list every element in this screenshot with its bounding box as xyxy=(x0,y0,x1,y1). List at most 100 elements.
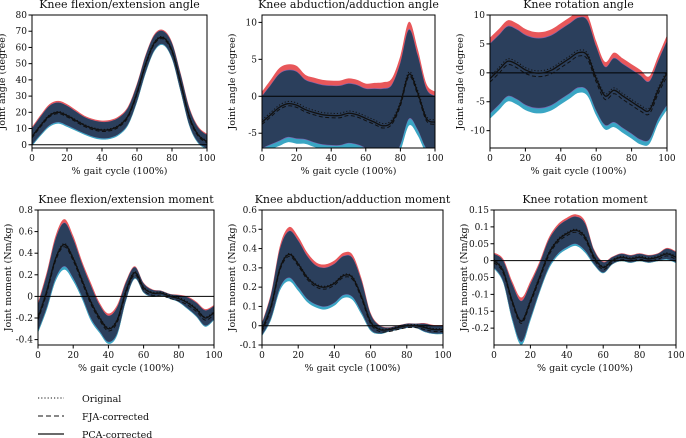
chart-title: Knee flexion/extension angle xyxy=(39,0,200,11)
chart-title: Knee flexion/extension moment xyxy=(38,193,214,206)
x-tick-label: 100 xyxy=(667,351,684,361)
band-overlap xyxy=(262,231,443,336)
legend-pca-label: PCA-corrected xyxy=(82,430,152,438)
y-tick-label: 0 xyxy=(251,92,257,102)
series-line-pca-corrected xyxy=(494,229,676,323)
x-tick-label: 80 xyxy=(166,154,178,164)
x-tick-label: 100 xyxy=(658,154,675,164)
y-tick-label: 0.2 xyxy=(243,283,257,293)
series-line-fja-corrected xyxy=(262,75,435,129)
x-tick-label: 40 xyxy=(103,351,115,361)
legend-fja-label: FJA-corrected xyxy=(82,412,149,423)
band-overlap xyxy=(490,17,667,142)
panel-knee-fe-angle: 0 20 40 60 80 100 0 10 20 30 40 50 60 70 80 Knee flexio… xyxy=(0,0,216,177)
y-tick-label: -0.4 xyxy=(16,336,34,346)
y-tick-label: 0.6 xyxy=(243,206,258,216)
x-tick-label: 100 xyxy=(434,351,451,361)
y-tick-label: 30 xyxy=(16,92,28,102)
series-line-fja-corrected xyxy=(262,255,443,333)
y-tick-label: 0 xyxy=(27,292,33,302)
panel-knee-aa-moment: 0 20 40 60 80 100-0.100.10.20.30.40.50.6Knee … xyxy=(227,193,452,374)
y-tick-label: 70 xyxy=(16,27,28,37)
y-tick-label: -0.05 xyxy=(466,274,489,284)
x-tick-label: 100 xyxy=(198,154,215,164)
y-tick-label: 10 xyxy=(474,11,486,21)
legend: Original FJA-corrected PCA-corrected xyxy=(38,394,152,438)
band-overlap xyxy=(32,30,207,148)
series-line-pca-corrected xyxy=(262,253,443,331)
y-tick-label: 0.5 xyxy=(243,225,258,235)
x-tick-label: 20 xyxy=(61,154,73,164)
x-tick-label: 40 xyxy=(96,154,108,164)
y-tick-label: 0.15 xyxy=(469,206,489,216)
y-tick-label: 5 xyxy=(251,55,257,65)
y-tick-label: -0.1 xyxy=(240,341,257,351)
x-tick-label: 80 xyxy=(401,351,413,361)
x-tick-label: 0 xyxy=(259,351,265,361)
y-tick-label: 60 xyxy=(16,43,28,53)
panel-knee-fe-moment: 0 20 40 60 80 100 -0.4 -0.2 0 0.2 0.4 0.6 0.8 Knee fl… xyxy=(3,193,223,374)
plot-area xyxy=(38,219,214,344)
series-line-pca-corrected xyxy=(38,243,214,330)
y-tick-label: -0.2 xyxy=(472,324,489,334)
x-axis-label: % gait cycle (100%) xyxy=(72,166,168,177)
y-axis-label: Joint angle (degree) xyxy=(455,33,466,130)
x-axis-label: % gait cycle (100%) xyxy=(78,363,174,374)
series-line-fja-corrected xyxy=(494,231,676,324)
chart-title: Knee abduction/adduction angle xyxy=(258,0,439,11)
axes-frame xyxy=(261,14,436,149)
series-line-pca-corrected xyxy=(490,51,667,113)
x-tick-label: 40 xyxy=(325,154,337,164)
band-overlap xyxy=(262,29,435,148)
y-tick-label: -0.15 xyxy=(466,307,489,317)
x-tick-label: 100 xyxy=(426,154,443,164)
y-tick-label: 40 xyxy=(16,76,28,86)
x-tick-label: 80 xyxy=(395,154,407,164)
x-tick-label: 0 xyxy=(35,351,41,361)
x-tick-label: 20 xyxy=(291,154,303,164)
series-line-pca-corrected xyxy=(32,36,207,143)
chart-title: Knee abduction/adduction moment xyxy=(255,193,451,206)
x-tick-label: 0 xyxy=(29,154,35,164)
chart-title: Knee rotation moment xyxy=(522,193,648,206)
x-tick-label: 80 xyxy=(626,154,638,164)
series-line-original xyxy=(262,252,443,330)
y-tick-label: 0.3 xyxy=(243,264,258,274)
y-axis-label: Joint angle (degree) xyxy=(0,33,8,130)
x-tick-label: 40 xyxy=(329,351,341,361)
series-line-original xyxy=(490,49,667,110)
x-tick-label: 20 xyxy=(525,351,537,361)
x-tick-label: 60 xyxy=(597,351,609,361)
x-tick-label: 60 xyxy=(590,154,602,164)
axes-frame xyxy=(31,14,208,149)
y-tick-label: 0.4 xyxy=(243,245,258,255)
legend-original-label: Original xyxy=(82,394,121,405)
y-tick-label: 0 xyxy=(479,69,485,79)
plot-area xyxy=(262,226,443,337)
plot-area xyxy=(490,15,667,146)
y-tick-label: 5 xyxy=(479,40,485,50)
axes-frame xyxy=(261,209,444,346)
x-tick-label: 60 xyxy=(365,351,377,361)
chart-title: Knee rotation angle xyxy=(523,0,634,11)
x-tick-label: 100 xyxy=(205,351,222,361)
y-tick-label: 0.4 xyxy=(19,249,34,259)
y-axis-label: Joint moment (Nm/kg) xyxy=(459,224,470,333)
series-line-fja-corrected xyxy=(38,246,214,332)
y-axis-label: Joint moment (Nm/kg) xyxy=(3,224,14,333)
y-tick-label: 0.2 xyxy=(19,271,33,281)
x-tick-label: 40 xyxy=(561,351,573,361)
y-tick-label: 0.1 xyxy=(243,302,257,312)
x-axis-label: % gait cycle (100%) xyxy=(537,363,633,374)
y-tick-label: -0.1 xyxy=(472,290,489,300)
x-axis-label: % gait cycle (100%) xyxy=(531,166,627,177)
series-line-original xyxy=(494,228,676,321)
axes-frame xyxy=(489,14,668,149)
panel-knee-rot-moment: 0 20 40 60 80 100 -0.2 -0.15 -0.1 -0.05 0 0.05 0.1 0.… xyxy=(459,193,685,374)
band-overlap xyxy=(38,222,214,342)
panel-knee-rot-angle: 0 20 40 60 80 100 -10 -5 0 5 10 Knee rotation angle… xyxy=(455,0,676,177)
x-tick-label: 20 xyxy=(292,351,304,361)
y-axis-label: Joint moment (Nm/kg) xyxy=(227,224,238,333)
